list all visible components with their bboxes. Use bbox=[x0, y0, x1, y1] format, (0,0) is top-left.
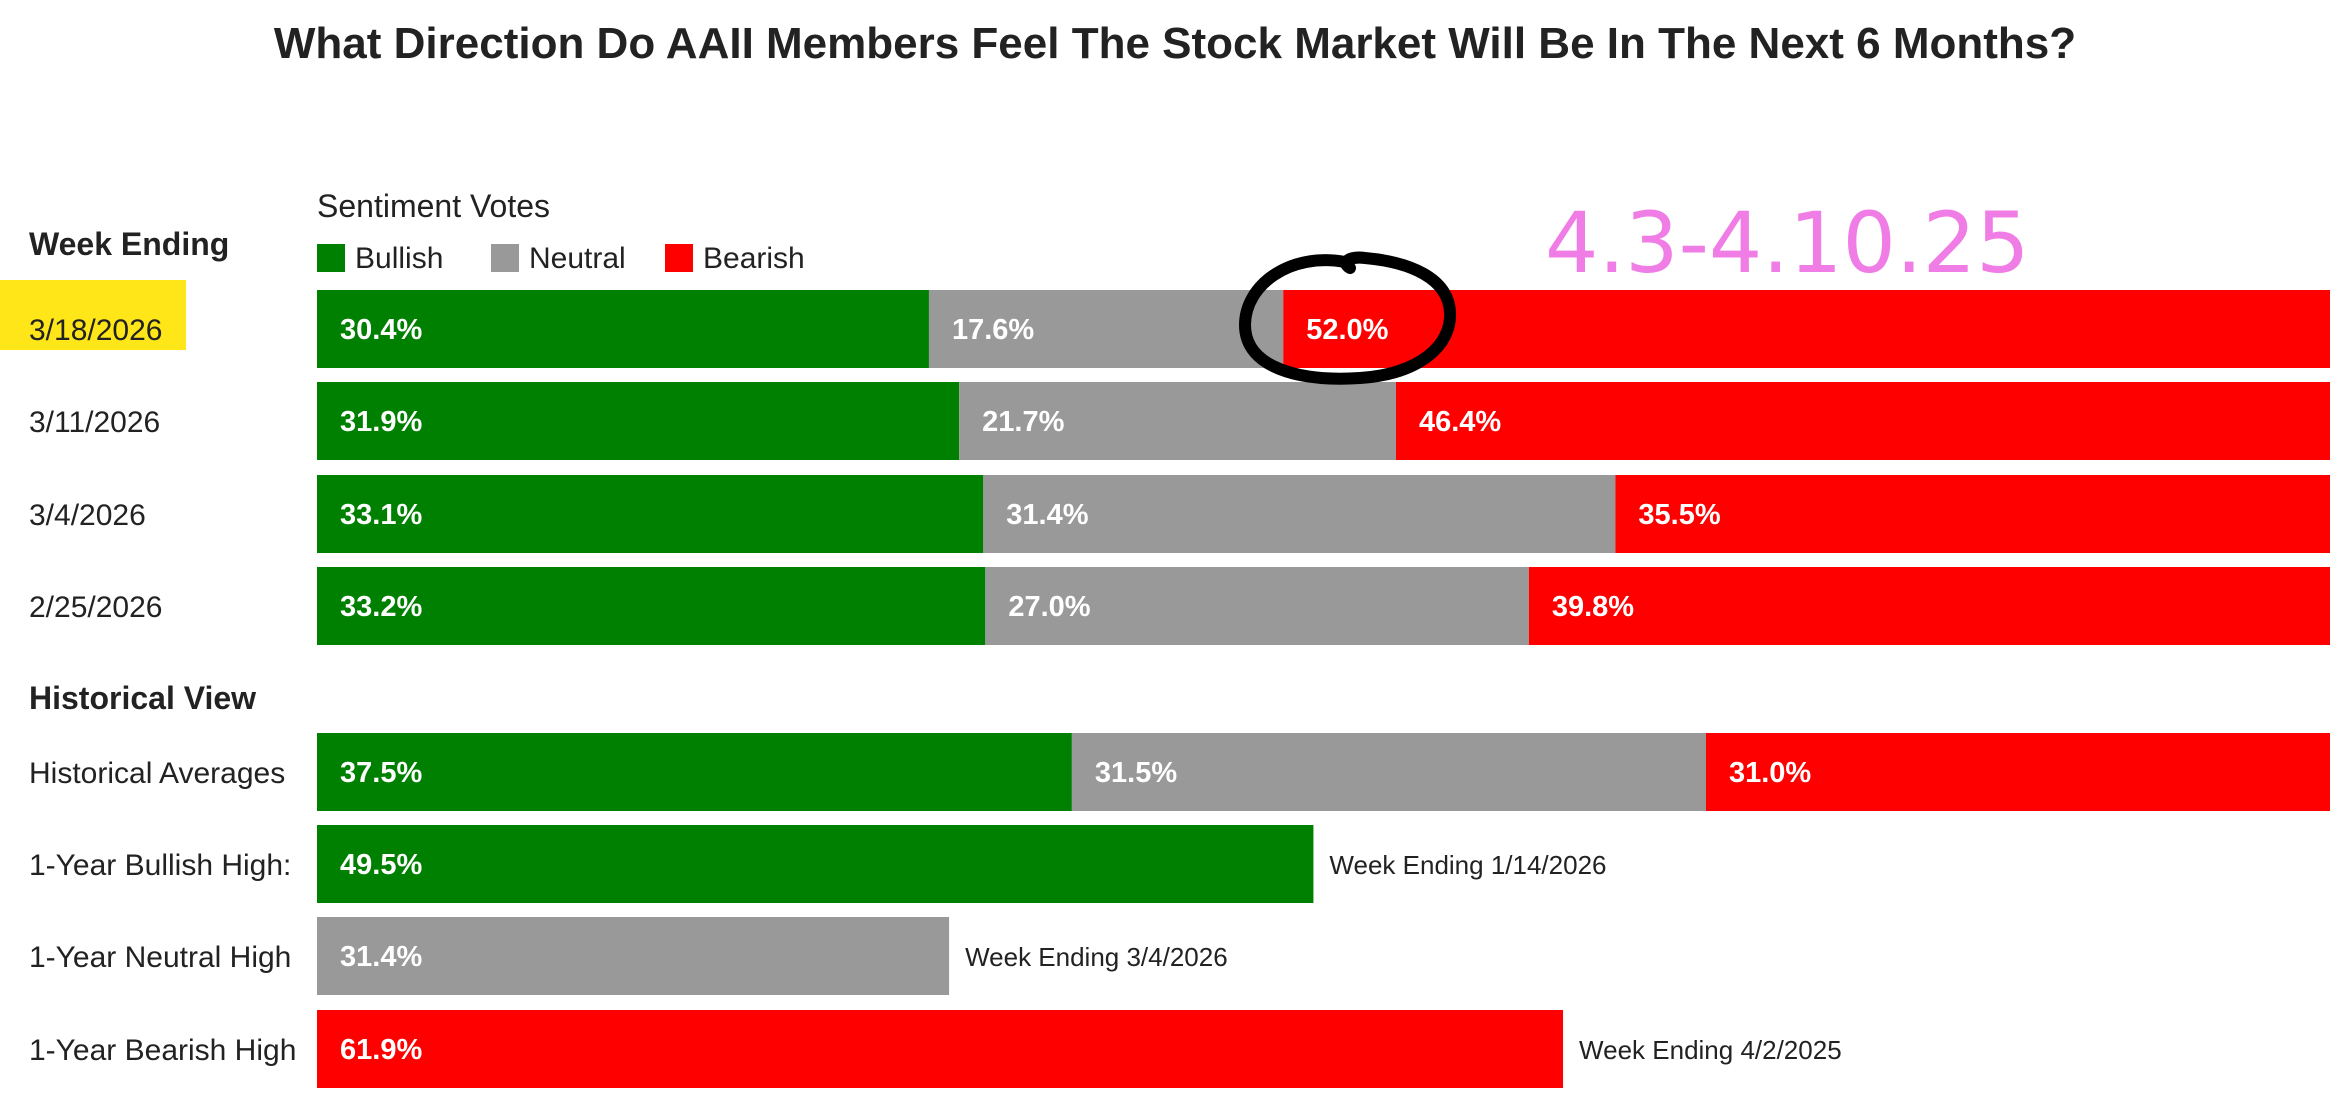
row-label-1-year-neutral-high: 1-Year Neutral High bbox=[29, 941, 291, 974]
legend-swatch-bearish bbox=[665, 244, 693, 272]
data-label-neutral-3-4-2026: 31.4% bbox=[1006, 499, 1088, 531]
handwritten-note: 4.3-4.10.25 bbox=[1545, 194, 2030, 292]
data-label-bearish-3-18-2026: 52.0% bbox=[1306, 314, 1388, 346]
row-label-1-year-bearish-high: 1-Year Bearish High bbox=[29, 1034, 296, 1067]
bar-bearish-2-25-2026 bbox=[1528, 567, 2330, 645]
bar-1-year-bearish-high bbox=[317, 1010, 1564, 1088]
bar-bearish-3-11-2026 bbox=[1395, 382, 2330, 460]
legend-swatch-bullish bbox=[317, 244, 345, 272]
data-label-bearish-2-25-2026: 39.8% bbox=[1552, 591, 1634, 623]
data-label-bullish-3-18-2026: 30.4% bbox=[340, 314, 422, 346]
data-label-bullish-historical-averages: 37.5% bbox=[340, 757, 422, 789]
row-header: Week Ending bbox=[29, 226, 229, 262]
bar-1-year-neutral-high bbox=[317, 917, 950, 995]
bar-bullish-3-4-2026 bbox=[317, 475, 984, 553]
bar-bearish-3-4-2026 bbox=[1615, 475, 2330, 553]
data-label-bearish-historical-averages: 31.0% bbox=[1729, 757, 1811, 789]
bar-bearish-historical-averages bbox=[1705, 733, 2330, 811]
chart-title: What Direction Do AAII Members Feel The … bbox=[274, 19, 2076, 68]
bar-bullish-3-11-2026 bbox=[317, 382, 960, 460]
data-label-neutral-3-11-2026: 21.7% bbox=[982, 406, 1064, 438]
legend-label-bullish: Bullish bbox=[355, 242, 443, 275]
hand-drawn-circle bbox=[1239, 251, 1457, 385]
bar-neutral-2-25-2026 bbox=[985, 567, 1529, 645]
data-label-neutral-2-25-2026: 27.0% bbox=[1008, 591, 1090, 623]
high-note-1-year-bearish-high: Week Ending 4/2/2025 bbox=[1579, 1035, 1842, 1065]
data-label-neutral-3-18-2026: 17.6% bbox=[952, 314, 1034, 346]
data-label-1-year-neutral-high: 31.4% bbox=[340, 941, 422, 973]
bar-bullish-historical-averages bbox=[317, 733, 1072, 811]
section-header: Historical View bbox=[29, 680, 256, 716]
bar-bearish-3-18-2026 bbox=[1283, 290, 2330, 368]
row-label-3-11-2026: 3/11/2026 bbox=[29, 406, 160, 439]
high-note-1-year-neutral-high: Week Ending 3/4/2026 bbox=[965, 942, 1228, 972]
data-label-1-year-bullish-high: 49.5% bbox=[340, 849, 422, 881]
bar-bullish-2-25-2026 bbox=[317, 567, 986, 645]
bar-neutral-historical-averages bbox=[1071, 733, 1706, 811]
legend-swatch-neutral bbox=[491, 244, 519, 272]
bar-neutral-3-4-2026 bbox=[983, 475, 1616, 553]
data-label-bearish-3-11-2026: 46.4% bbox=[1419, 406, 1501, 438]
legend: Bullish Neutral Bearish bbox=[317, 242, 805, 275]
row-label-2-25-2026: 2/25/2026 bbox=[29, 591, 162, 624]
chart-subtitle: Sentiment Votes bbox=[317, 188, 550, 224]
row-highlight bbox=[0, 280, 186, 350]
data-label-neutral-historical-averages: 31.5% bbox=[1095, 757, 1177, 789]
bar-neutral-3-11-2026 bbox=[959, 382, 1396, 460]
row-label-3-18-2026: 3/18/2026 bbox=[29, 314, 162, 347]
legend-label-bearish: Bearish bbox=[703, 242, 805, 275]
row-label-historical-averages: Historical Averages bbox=[29, 757, 285, 790]
data-label-bearish-3-4-2026: 35.5% bbox=[1638, 499, 1720, 531]
data-label-bullish-3-11-2026: 31.9% bbox=[340, 406, 422, 438]
data-label-bullish-2-25-2026: 33.2% bbox=[340, 591, 422, 623]
data-label-1-year-bearish-high: 61.9% bbox=[340, 1034, 422, 1066]
annotations: 4.3-4.10.25 bbox=[1239, 194, 2030, 385]
row-label-1-year-bullish-high: 1-Year Bullish High: bbox=[29, 849, 291, 882]
bar-rows: 3/18/2026 30.4% 17.6% 52.0% 3/11/2026 31.9% 21… bbox=[0, 280, 2330, 1088]
bar-bullish-3-18-2026 bbox=[317, 290, 929, 368]
row-label-3-4-2026: 3/4/2026 bbox=[29, 499, 146, 532]
legend-label-neutral: Neutral bbox=[529, 242, 626, 275]
high-note-1-year-bullish-high: Week Ending 1/14/2026 bbox=[1329, 850, 1606, 880]
bar-1-year-bullish-high bbox=[317, 825, 1314, 903]
bar-neutral-3-18-2026 bbox=[928, 290, 1284, 368]
data-label-bullish-3-4-2026: 33.1% bbox=[340, 499, 422, 531]
